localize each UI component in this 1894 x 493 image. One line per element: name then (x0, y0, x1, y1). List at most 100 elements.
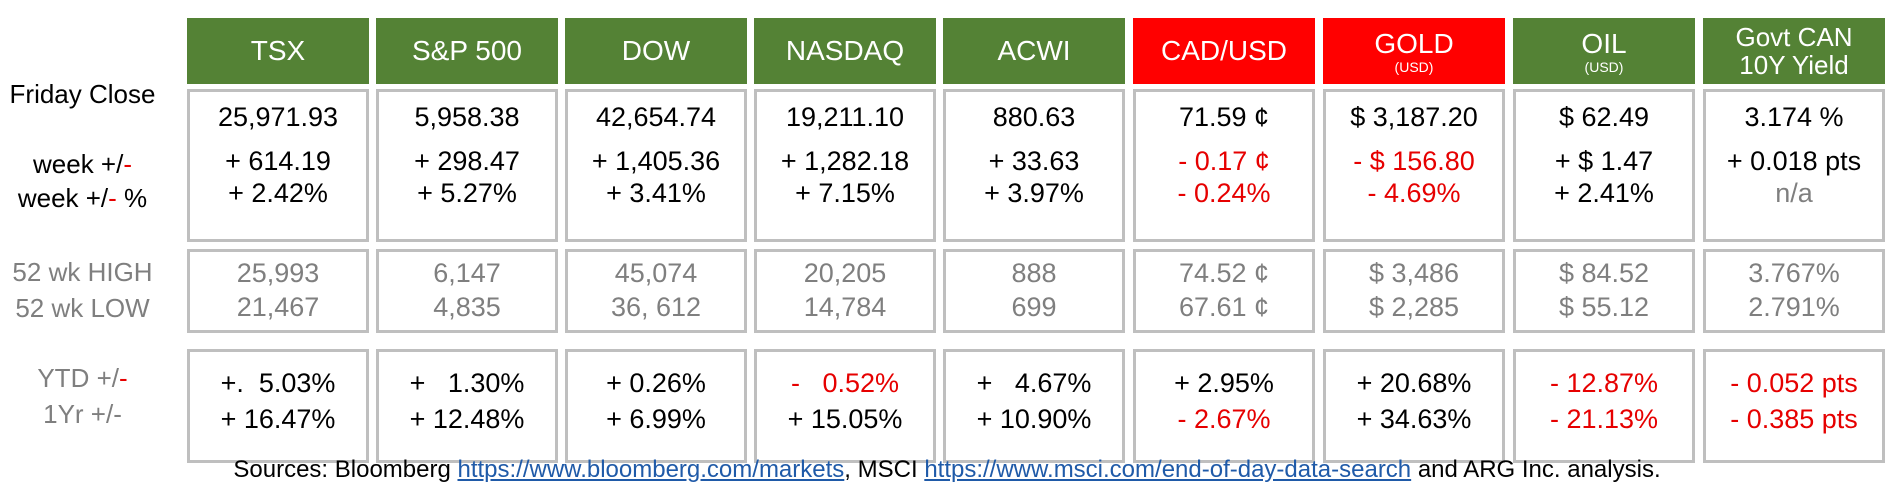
column-header: NASDAQ (754, 18, 936, 84)
label-week-change-dash: - (123, 149, 132, 179)
column-header: CAD/USD (1133, 18, 1315, 84)
column-header: Govt CAN 10Y Yield (1703, 18, 1885, 84)
one-year-value: + 15.05% (787, 404, 903, 434)
returns-box: - 0.52% + 15.05% (754, 349, 936, 463)
ytd-value: - 12.87% (1549, 368, 1659, 398)
week-change-pct-value: n/a (1775, 178, 1813, 208)
week-change-value: + 1,405.36 (591, 146, 721, 176)
returns-box: + 2.95% - 2.67% (1133, 349, 1315, 463)
column-header-title: TSX (250, 35, 306, 66)
column-header-title: GOLD (1374, 27, 1454, 59)
ytd-value: - 0.52% (790, 368, 900, 398)
week-change-pct-value: + 3.97% (984, 178, 1084, 208)
weekly-box: 42,654.74 + 1,405.36 + 3.41% (565, 89, 747, 242)
ytd-value: + 4.67% (976, 368, 1092, 398)
one-year-value: - 2.67% (1177, 404, 1271, 434)
week-change-pct-value: + 5.27% (417, 178, 517, 208)
range-box: 25,993 21,467 (187, 249, 369, 333)
one-year-value: - 0.385 pts (1730, 404, 1858, 434)
friday-close-value: 880.63 (992, 102, 1076, 132)
returns-box: - 12.87% - 21.13% (1513, 349, 1695, 463)
week-change-pct-value: + 7.15% (795, 178, 895, 208)
label-week-change: week +/- (0, 146, 165, 182)
ytd-value: + 2.95% (1174, 368, 1274, 398)
one-year-value: + 16.47% (220, 404, 336, 434)
returns-box: + 4.67% + 10.90% (943, 349, 1125, 463)
label-ytd-text: YTD +/ (37, 363, 119, 393)
low-52wk-value: 67.61 ¢ (1178, 292, 1270, 322)
week-change-value: + 298.47 (414, 146, 520, 176)
label-friday-close: Friday Close (9, 79, 156, 109)
bloomberg-link[interactable]: https://www.bloomberg.com/markets (457, 456, 845, 483)
low-52wk-value: 14,784 (803, 292, 887, 322)
ytd-value: + 1.30% (409, 368, 525, 398)
low-52wk-value: 2.791% (1748, 292, 1840, 322)
week-change-value: + 1,282.18 (780, 146, 910, 176)
friday-close-value: 3.174 % (1744, 102, 1844, 132)
column-header-title: CAD/USD (1160, 35, 1287, 66)
column-header: OIL (USD) (1513, 18, 1695, 84)
range-box: $ 84.52 $ 55.12 (1513, 249, 1695, 333)
range-box: 888 699 (943, 249, 1125, 333)
column-header: DOW (565, 18, 747, 84)
low-52wk-value: 21,467 (236, 292, 320, 322)
label-week-change-pct: week +/- % (0, 180, 165, 216)
week-change-value: - 0.17 ¢ (1178, 146, 1270, 176)
label-week-pct-text: week +/ (17, 183, 109, 213)
friday-close-value: 71.59 ¢ (1178, 102, 1270, 132)
label-ytd: YTD +/- (0, 360, 165, 396)
label-week-pct-suffix: % (116, 183, 148, 213)
returns-box: + 1.30% + 12.48% (376, 349, 558, 463)
column-header: GOLD (USD) (1323, 18, 1505, 84)
high-52wk-value: 74.52 ¢ (1178, 258, 1270, 288)
one-year-value: + 6.99% (606, 404, 706, 434)
range-box: $ 3,486 $ 2,285 (1323, 249, 1505, 333)
column-header: S&P 500 (376, 18, 558, 84)
one-year-value: + 34.63% (1356, 404, 1472, 434)
weekly-box: $ 3,187.20 - $ 156.80- 4.69% (1323, 89, 1505, 242)
week-change-pct-value: + 2.42% (228, 178, 328, 208)
week-change-value: - $ 156.80 (1353, 146, 1475, 176)
ytd-value: + 0.26% (606, 368, 706, 398)
column-header-title: NASDAQ (785, 35, 905, 66)
week-change-value: + $ 1.47 (1554, 146, 1654, 176)
friday-close-value: 5,958.38 (414, 102, 520, 132)
column-header-unit: (USD) (1394, 58, 1434, 75)
sources-prefix: Sources: Bloomberg (233, 456, 458, 483)
high-52wk-value: $ 3,486 (1368, 258, 1460, 288)
returns-box: - 0.052 pts - 0.385 pts (1703, 349, 1885, 463)
ytd-value: - 0.052 pts (1730, 368, 1858, 398)
week-change-pct-value: + 2.41% (1554, 178, 1654, 208)
low-52wk-value: 699 (1011, 292, 1057, 322)
friday-close-value: 19,211.10 (785, 102, 905, 132)
range-box: 20,205 14,784 (754, 249, 936, 333)
weekly-box: 71.59 ¢ - 0.17 ¢ - 0.24% (1133, 89, 1315, 242)
returns-box: +. 5.03% + 16.47% (187, 349, 369, 463)
weekly-box: 19,211.10 + 1,282.18 + 7.15% (754, 89, 936, 242)
week-change-pct-value: + 3.41% (606, 178, 706, 208)
column-header-title-line2: 10Y Yield (1739, 50, 1849, 80)
range-box: 45,074 36, 612 (565, 249, 747, 333)
friday-close-value: 25,971.93 (217, 102, 339, 132)
column-header-title: DOW (621, 35, 691, 66)
weekly-box: 880.63 + 33.63 + 3.97% (943, 89, 1125, 242)
high-52wk-value: 25,993 (236, 258, 320, 288)
low-52wk-value: $ 2,285 (1368, 292, 1460, 322)
week-change-value: + 33.63 (988, 146, 1080, 176)
msci-link[interactable]: https://www.msci.com/end-of-day-data-sea… (924, 456, 1412, 483)
low-52wk-value: 36, 612 (610, 292, 702, 322)
range-box: 3.767% 2.791% (1703, 249, 1885, 333)
column-header-title: Govt CAN (1735, 22, 1853, 52)
week-change-pct-value: - 4.69% (1367, 178, 1461, 208)
column-header: TSX (187, 18, 369, 84)
label-week-pct-dash: - (108, 183, 117, 213)
returns-box: + 20.68% + 34.63% (1323, 349, 1505, 463)
label-1yr: 1Yr +/- (43, 399, 122, 429)
low-52wk-value: 4,835 (433, 292, 501, 322)
high-52wk-value: 45,074 (614, 258, 698, 288)
week-change-value: + 614.19 (225, 146, 331, 176)
column-header-title: OIL (1581, 27, 1627, 59)
friday-close-value: $ 62.49 (1558, 102, 1650, 132)
column-header: ACWI (943, 18, 1125, 84)
label-ytd-dash: - (118, 363, 128, 393)
